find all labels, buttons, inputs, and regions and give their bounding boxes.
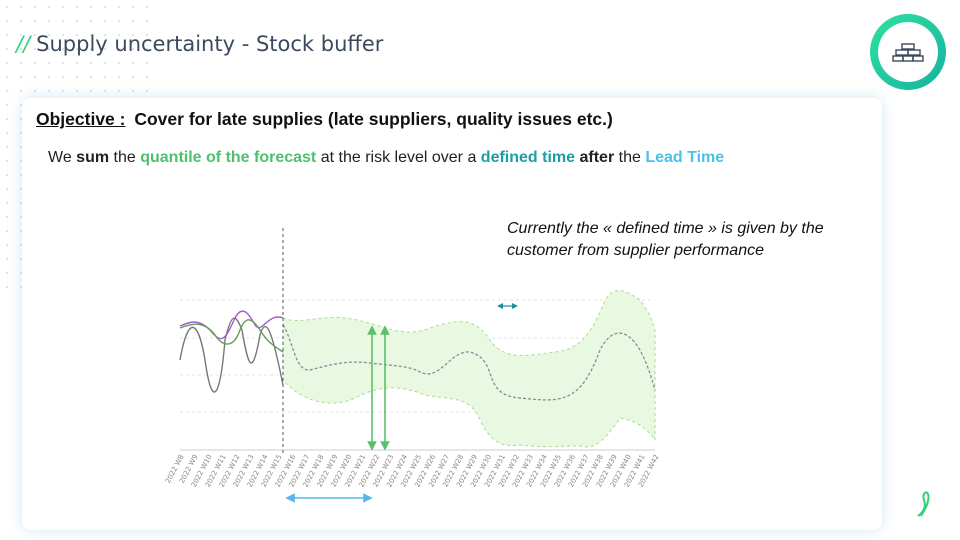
content-card <box>22 98 882 530</box>
median-forecast <box>282 324 656 401</box>
sentence: We sum the quantile of the forecast at t… <box>48 149 724 167</box>
text: the <box>113 149 136 166</box>
logo <box>870 14 946 90</box>
logo-icon <box>892 43 924 62</box>
objective-label: Objective : <box>36 109 126 129</box>
title-text: Supply uncertainty - Stock buffer <box>36 32 384 56</box>
text: Lead Time <box>645 149 725 166</box>
text: sum <box>76 149 110 166</box>
text: at the risk level over a <box>320 149 477 166</box>
text: quantile of the forecast <box>140 149 317 166</box>
history-green <box>179 319 284 353</box>
text: defined time <box>480 149 576 166</box>
text: the <box>618 149 641 166</box>
text: We <box>48 149 72 166</box>
history-purple <box>179 310 284 340</box>
objective-text: Cover for late supplies (late suppliers,… <box>134 109 613 129</box>
objective: Objective : Cover for late supplies (lat… <box>36 109 613 130</box>
note: Currently the « defined time » is given … <box>507 220 824 259</box>
forecast-band <box>282 290 656 448</box>
title-marker: // <box>16 32 31 56</box>
history-gray <box>179 317 284 393</box>
corner-logo <box>917 491 930 517</box>
slide-title: //Supply uncertainty - Stock buffer <box>16 32 383 56</box>
text: after <box>579 149 615 166</box>
